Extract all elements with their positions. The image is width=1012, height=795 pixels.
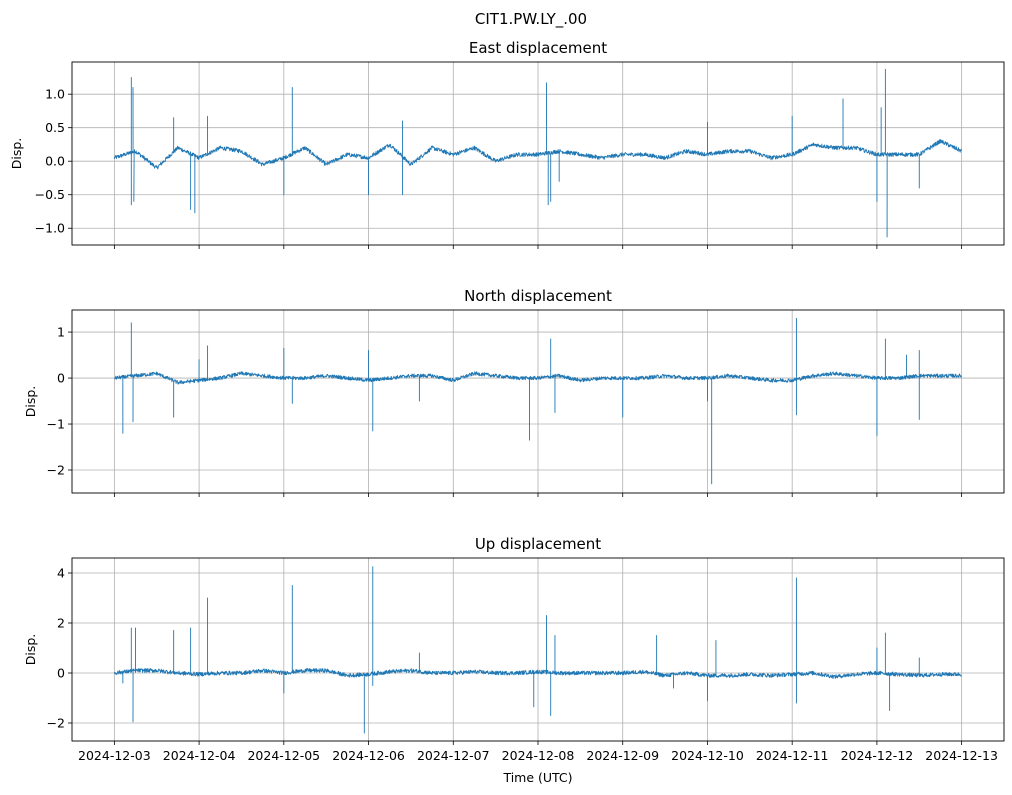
y-tick-label: 0.5 [45,120,65,135]
subplot-up: 2024-12-03 2024-12-04 2024-12-05 2024-12-06… [23,535,1005,763]
x-tick-label: 2024-12-09 [586,748,659,763]
x-tick-label: 2024-12-07 [417,748,490,763]
x-tick-label: 2024-12-08 [502,748,575,763]
axes-frame [71,309,1005,494]
x-tick-label: 2024-12-06 [332,748,405,763]
series-line [114,317,963,485]
subplot-title: Up displacement [475,535,601,553]
subplot-title: North displacement [464,287,612,305]
y-axis-label: Disp. [23,634,38,666]
x-tick-label: 2024-12-12 [841,748,914,763]
y-tick-label: 0.0 [45,154,65,169]
y-tick-label: −2 [47,463,65,478]
subplot-north: −2 −1 0 1 North displacement Disp. [23,287,1005,497]
y-tick-label: 0 [57,666,65,681]
y-tick-label: −0.5 [35,187,65,202]
figure-suptitle: CIT1.PW.LY_.00 [475,10,587,29]
x-tick-label: 2024-12-10 [671,748,744,763]
y-tick-label: −2 [47,716,65,731]
axes-frame [71,557,1005,742]
y-tick-label: 1.0 [45,87,65,102]
series-line [113,566,962,734]
y-tick-label: −1 [47,417,65,432]
y-tick-label: 0 [57,371,65,386]
y-tick-label: 4 [57,566,65,581]
subplot-title: East displacement [469,39,607,57]
axes-frame [71,61,1005,246]
x-tick-label: 2024-12-13 [925,748,998,763]
x-axis-label: Time (UTC) [502,770,572,785]
x-tick-label: 2024-12-11 [756,748,829,763]
y-tick-label: 1 [57,325,65,340]
y-axis-label: Disp. [23,386,38,418]
y-axis-label: Disp. [9,138,24,170]
subplot-east: −1.0 −0.5 0.0 0.5 1.0 East displacement Disp. [9,39,1005,249]
x-tick-label: 2024-12-03 [78,748,151,763]
x-tick-label: 2024-12-05 [247,748,320,763]
y-tick-label: 2 [57,616,65,631]
series-line [113,68,962,238]
y-tick-label: −1.0 [35,221,65,236]
x-tick-label: 2024-12-04 [163,748,236,763]
